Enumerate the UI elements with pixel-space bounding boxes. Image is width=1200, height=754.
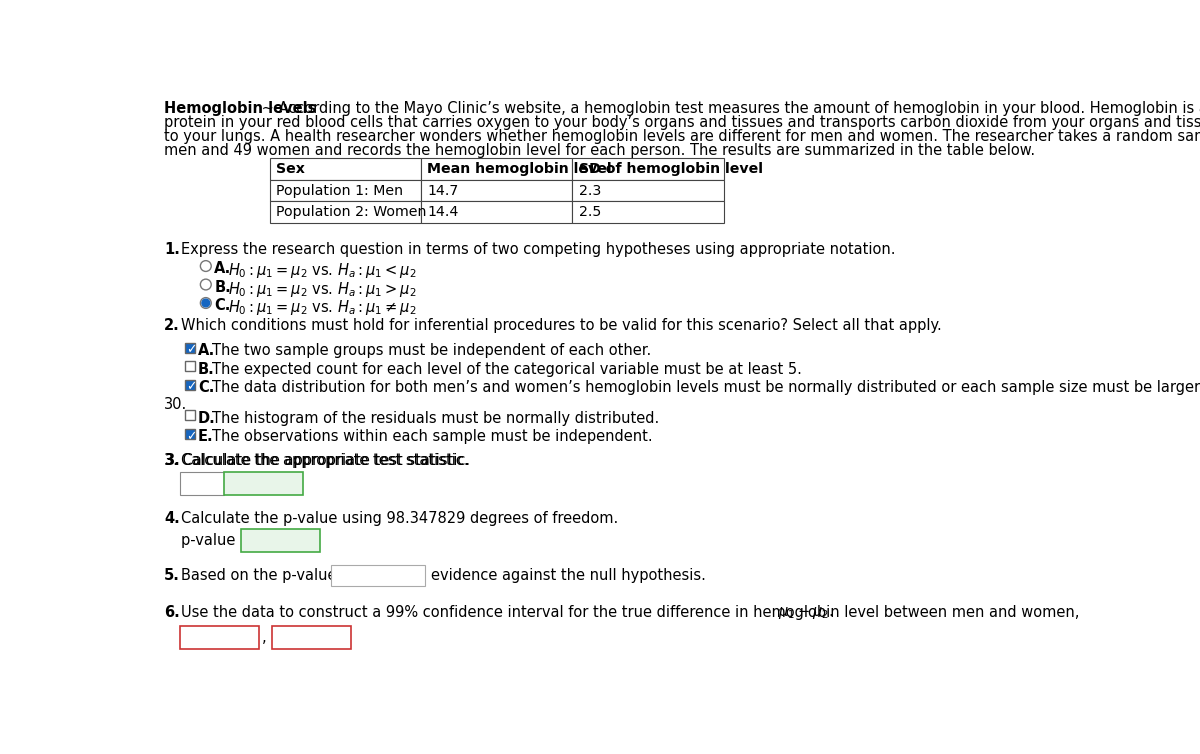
Text: Based on the p-value, we have: Based on the p-value, we have bbox=[181, 568, 407, 583]
Bar bbox=[185, 429, 196, 439]
Text: ✓: ✓ bbox=[186, 430, 197, 443]
Text: Calculate the appropriate test statistic.: Calculate the appropriate test statistic… bbox=[181, 453, 469, 468]
Text: 30.: 30. bbox=[164, 397, 187, 412]
Bar bbox=[185, 361, 196, 371]
Text: The observations within each sample must be independent.: The observations within each sample must… bbox=[212, 429, 653, 444]
Text: evidence against the null hypothesis.: evidence against the null hypothesis. bbox=[431, 568, 706, 583]
FancyBboxPatch shape bbox=[224, 472, 304, 495]
Text: $\mu_1 - \mu_2$.: $\mu_1 - \mu_2$. bbox=[778, 605, 834, 621]
Text: Population 1: Men: Population 1: Men bbox=[276, 183, 403, 198]
Text: E.: E. bbox=[198, 429, 214, 444]
Bar bbox=[270, 201, 421, 223]
Bar bbox=[185, 342, 196, 353]
Bar bbox=[270, 158, 421, 179]
Text: C.: C. bbox=[215, 299, 230, 314]
Text: Calculate the p-value using 98.347829 degrees of freedom.: Calculate the p-value using 98.347829 de… bbox=[181, 511, 618, 526]
Text: ∼ According to the Mayo Clinic’s website, a hemoglobin test measures the amount : ∼ According to the Mayo Clinic’s website… bbox=[257, 101, 1200, 116]
Text: 3.: 3. bbox=[164, 453, 180, 468]
Text: ∨ =: ∨ = bbox=[200, 477, 224, 489]
Text: The two sample groups must be independent of each other.: The two sample groups must be independen… bbox=[212, 343, 652, 358]
Text: ,: , bbox=[262, 630, 266, 645]
Text: The expected count for each level of the categorical variable must be at least 5: The expected count for each level of the… bbox=[212, 361, 802, 376]
Text: ✓: ✓ bbox=[186, 343, 197, 357]
Text: Which conditions must hold for inferential procedures to be valid for this scena: Which conditions must hold for inferenti… bbox=[181, 318, 942, 333]
Text: to your lungs. A health researcher wonders whether hemoglobin levels are differe: to your lungs. A health researcher wonde… bbox=[164, 129, 1200, 144]
Text: ∨: ∨ bbox=[413, 569, 422, 582]
Text: Population 2: Women: Population 2: Women bbox=[276, 205, 427, 219]
Text: -0.9345: -0.9345 bbox=[188, 630, 245, 645]
FancyBboxPatch shape bbox=[271, 626, 350, 648]
Text: little: little bbox=[337, 568, 371, 583]
Text: 14.7: 14.7 bbox=[427, 183, 458, 198]
Text: Mean hemoglobin level: Mean hemoglobin level bbox=[427, 162, 612, 176]
Bar bbox=[270, 179, 421, 201]
Text: Express the research question in terms of two competing hypotheses using appropr: Express the research question in terms o… bbox=[181, 242, 895, 257]
Text: 4.: 4. bbox=[164, 511, 180, 526]
Text: ✓: ✓ bbox=[186, 380, 197, 394]
Text: C.: C. bbox=[198, 380, 215, 395]
Text: Sex: Sex bbox=[276, 162, 305, 176]
Bar bbox=[185, 379, 196, 390]
Text: 2.5: 2.5 bbox=[578, 205, 601, 219]
Text: 0.637: 0.637 bbox=[233, 476, 275, 491]
Text: 1.: 1. bbox=[164, 242, 180, 257]
Text: protein in your red blood cells that carries oxygen to your body’s organs and ti: protein in your red blood cells that car… bbox=[164, 115, 1200, 130]
Text: The histogram of the residuals must be normally distributed.: The histogram of the residuals must be n… bbox=[212, 411, 659, 426]
Text: A.: A. bbox=[215, 262, 232, 277]
Bar bbox=[572, 201, 724, 223]
Circle shape bbox=[202, 299, 210, 307]
Text: 1.5345: 1.5345 bbox=[281, 630, 331, 645]
Text: 5.: 5. bbox=[164, 568, 180, 583]
Text: 14.4: 14.4 bbox=[427, 205, 458, 219]
Bar bbox=[572, 179, 724, 201]
Text: B.: B. bbox=[198, 361, 215, 376]
Text: 6.: 6. bbox=[164, 605, 180, 620]
Text: A.: A. bbox=[198, 343, 215, 358]
Bar bbox=[421, 201, 572, 223]
Text: $H_0 : \mu_1 = \mu_2$ vs. $H_a : \mu_1 \neq \mu_2$: $H_0 : \mu_1 = \mu_2$ vs. $H_a : \mu_1 \… bbox=[228, 299, 416, 317]
Text: B.: B. bbox=[215, 280, 232, 295]
Bar bbox=[185, 410, 196, 421]
Text: SD of hemoglobin level: SD of hemoglobin level bbox=[578, 162, 762, 176]
Text: 3. Calculate the appropriate test statistic.: 3. Calculate the appropriate test statis… bbox=[164, 453, 470, 468]
Text: 2.: 2. bbox=[164, 318, 180, 333]
Bar bbox=[421, 179, 572, 201]
Bar bbox=[572, 158, 724, 179]
Text: 0.5256: 0.5256 bbox=[250, 532, 300, 547]
Text: 2.3: 2.3 bbox=[578, 183, 601, 198]
Text: D.: D. bbox=[198, 411, 216, 426]
Text: The data distribution for both men’s and women’s hemoglobin levels must be norma: The data distribution for both men’s and… bbox=[212, 380, 1200, 395]
Text: $H_0 : \mu_1 = \mu_2$ vs. $H_a : \mu_1 > \mu_2$: $H_0 : \mu_1 = \mu_2$ vs. $H_a : \mu_1 >… bbox=[228, 280, 416, 299]
Bar bbox=[421, 158, 572, 179]
Text: Hemoglobin levels: Hemoglobin levels bbox=[164, 101, 317, 116]
FancyBboxPatch shape bbox=[241, 529, 319, 552]
Text: $H_0 : \mu_1 = \mu_2$ vs. $H_a : \mu_1 < \mu_2$: $H_0 : \mu_1 = \mu_2$ vs. $H_a : \mu_1 <… bbox=[228, 262, 416, 280]
Text: Use the data to construct a 99% confidence interval for the true difference in h: Use the data to construct a 99% confiden… bbox=[181, 605, 1079, 620]
Text: men and 49 women and records the hemoglobin level for each person. The results a: men and 49 women and records the hemoglo… bbox=[164, 143, 1036, 158]
Text: t: t bbox=[188, 476, 194, 491]
FancyBboxPatch shape bbox=[330, 565, 425, 587]
FancyBboxPatch shape bbox=[180, 472, 224, 495]
Text: p-value =: p-value = bbox=[181, 532, 252, 547]
FancyBboxPatch shape bbox=[180, 626, 259, 648]
